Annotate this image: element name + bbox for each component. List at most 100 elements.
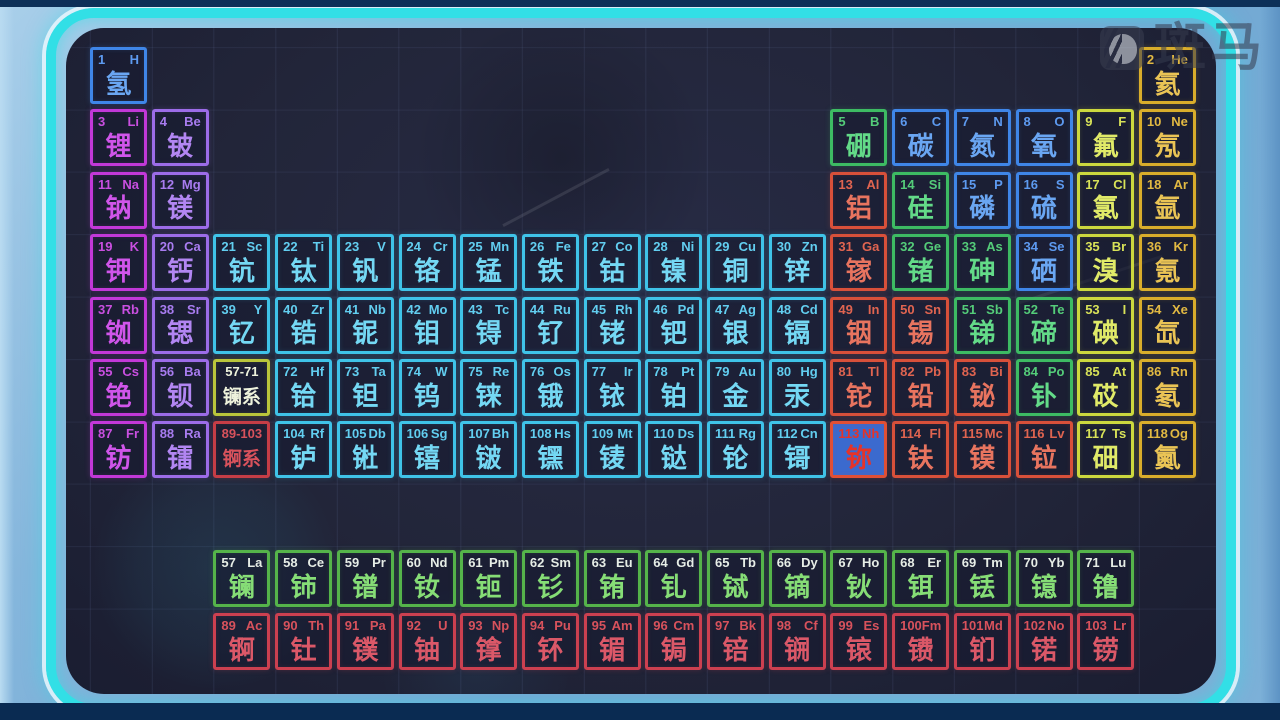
element-cell-He[interactable]: 2 He 氦 (1138, 47, 1196, 104)
element-cell-Rf[interactable]: 104 Rf 𬬻 (275, 421, 333, 479)
element-cell-W[interactable]: 74 W 钨 (398, 359, 456, 416)
element-cell-Re[interactable]: 75 Re 铼 (460, 359, 518, 416)
element-cell-Ra[interactable]: 88 Ra 镭 (151, 421, 209, 479)
element-cell-V[interactable]: 23 V 钒 (336, 234, 394, 292)
element-cell-Cm[interactable]: 96 Cm 锔 (645, 613, 703, 670)
element-cell-Sm[interactable]: 62 Sm 钐 (521, 550, 579, 607)
element-cell-Rn[interactable]: 86 Rn 氡 (1138, 359, 1196, 416)
element-cell-S[interactable]: 16 S 硫 (1015, 171, 1073, 229)
element-cell-Ce[interactable]: 58 Ce 铈 (275, 550, 333, 607)
element-cell-Ba[interactable]: 56 Ba 钡 (151, 359, 209, 416)
element-cell-Rg[interactable]: 111 Rg 𬬭 (707, 421, 764, 479)
element-cell-Se[interactable]: 34 Se 硒 (1015, 234, 1073, 292)
element-cell-Ts[interactable]: 117 Ts 鿬 (1077, 421, 1135, 479)
element-cell-Br[interactable]: 35 Br 溴 (1077, 234, 1135, 292)
element-cell-Sg[interactable]: 106 Sg 𬭳 (398, 421, 456, 479)
element-cell-Pd[interactable]: 46 Pd 钯 (645, 296, 703, 354)
element-cell-I[interactable]: 53 I 碘 (1077, 296, 1135, 354)
element-cell-Zr[interactable]: 40 Zr 锆 (275, 296, 333, 354)
element-cell-Cl[interactable]: 17 Cl 氯 (1077, 171, 1135, 229)
element-cell-Nb[interactable]: 41 Nb 铌 (336, 296, 394, 354)
element-cell-Bi[interactable]: 83 Bi 铋 (953, 359, 1011, 416)
element-cell-Ru[interactable]: 44 Ru 钌 (521, 296, 579, 354)
element-cell-Ar[interactable]: 18 Ar 氩 (1138, 171, 1196, 229)
element-cell-Th[interactable]: 90 Th 钍 (275, 613, 333, 670)
element-cell-Li[interactable]: 3 Li 锂 (90, 109, 147, 167)
element-cell-Y[interactable]: 39 Y 钇 (213, 296, 271, 354)
element-cell-Sr[interactable]: 38 Sr 锶 (151, 296, 209, 354)
element-cell-Ta[interactable]: 73 Ta 钽 (336, 359, 394, 416)
element-cell-Yb[interactable]: 70 Yb 镱 (1015, 550, 1073, 607)
element-cell-Ag[interactable]: 47 Ag 银 (707, 296, 764, 354)
element-cell-Ga[interactable]: 31 Ga 镓 (830, 234, 888, 292)
element-cell-Dy[interactable]: 66 Dy 镝 (768, 550, 826, 607)
element-cell-Pb[interactable]: 82 Pb 铅 (892, 359, 950, 416)
element-cell-Rb[interactable]: 37 Rb 铷 (90, 296, 147, 354)
element-cell-Pt[interactable]: 78 Pt 铂 (645, 359, 703, 416)
element-cell-Cf[interactable]: 98 Cf 锎 (768, 613, 826, 670)
element-cell-U[interactable]: 92 U 铀 (398, 613, 456, 670)
element-cell-Zn[interactable]: 30 Zn 锌 (768, 234, 826, 292)
element-cell-Na[interactable]: 11 Na 钠 (90, 171, 147, 229)
element-cell-Hf[interactable]: 72 Hf 铪 (275, 359, 333, 416)
element-cell-Er[interactable]: 68 Er 铒 (892, 550, 950, 607)
element-cell-Nd[interactable]: 60 Nd 钕 (398, 550, 456, 607)
element-cell-Cr[interactable]: 24 Cr 铬 (398, 234, 456, 292)
element-cell-As[interactable]: 33 As 砷 (953, 234, 1011, 292)
element-cell-Lv[interactable]: 116 Lv 𫟷 (1015, 421, 1073, 479)
element-cell-Mo[interactable]: 42 Mo 钼 (398, 296, 456, 354)
element-cell-Fl[interactable]: 114 Fl 𫓧 (892, 421, 950, 479)
element-cell-Lu[interactable]: 71 Lu 镥 (1077, 550, 1135, 607)
element-cell-Mc[interactable]: 115 Mc 镆 (953, 421, 1011, 479)
element-cell-Nh[interactable]: 113 Nh 鿭 (830, 421, 888, 479)
element-cell-Au[interactable]: 79 Au 金 (707, 359, 764, 416)
element-cell-Cn[interactable]: 112 Cn 鿔 (768, 421, 826, 479)
element-cell-Pa[interactable]: 91 Pa 镤 (336, 613, 394, 670)
element-cell-No[interactable]: 102 No 锘 (1015, 613, 1073, 670)
element-cell-Tc[interactable]: 43 Tc 锝 (460, 296, 518, 354)
element-cell-Hg[interactable]: 80 Hg 汞 (768, 359, 826, 416)
element-cell-Am[interactable]: 95 Am 镅 (583, 613, 641, 670)
element-cell-Pu[interactable]: 94 Pu 钚 (521, 613, 579, 670)
element-cell-Hs[interactable]: 108 Hs 𬭶 (521, 421, 579, 479)
element-cell-Ge[interactable]: 32 Ge 锗 (892, 234, 950, 292)
element-cell-Ne[interactable]: 10 Ne 氖 (1138, 109, 1196, 167)
element-cell-Bh[interactable]: 107 Bh 𬭛 (460, 421, 518, 479)
element-cell-Ho[interactable]: 67 Ho 钬 (830, 550, 888, 607)
element-cell-Tb[interactable]: 65 Tb 铽 (707, 550, 764, 607)
element-cell-K[interactable]: 19 K 钾 (90, 234, 147, 292)
element-cell-Tl[interactable]: 81 Tl 铊 (830, 359, 888, 416)
element-cell-Gd[interactable]: 64 Gd 钆 (645, 550, 703, 607)
element-cell-Md[interactable]: 101 Md 钔 (953, 613, 1011, 670)
element-cell-Mg[interactable]: 12 Mg 镁 (151, 171, 209, 229)
element-cell-Mt[interactable]: 109 Mt 鿏 (583, 421, 641, 479)
element-cell-Ti[interactable]: 22 Ti 钛 (275, 234, 333, 292)
element-cell-Al[interactable]: 13 Al 铝 (830, 171, 888, 229)
element-cell-Np[interactable]: 93 Np 镎 (460, 613, 518, 670)
element-cell-P[interactable]: 15 P 磷 (953, 171, 1011, 229)
element-cell-Fm[interactable]: 100 Fm 镄 (892, 613, 950, 670)
element-cell-Sb[interactable]: 51 Sb 锑 (953, 296, 1011, 354)
element-cell-Cu[interactable]: 29 Cu 铜 (707, 234, 764, 292)
element-cell-Pr[interactable]: 59 Pr 镨 (336, 550, 394, 607)
element-cell-Sc[interactable]: 21 Sc 钪 (213, 234, 271, 292)
element-cell-Fe[interactable]: 26 Fe 铁 (521, 234, 579, 292)
element-cell-Ir[interactable]: 77 Ir 铱 (583, 359, 641, 416)
element-cell-Rh[interactable]: 45 Rh 铑 (583, 296, 641, 354)
element-cell-Co[interactable]: 27 Co 钴 (583, 234, 641, 292)
element-cell-Po[interactable]: 84 Po 钋 (1015, 359, 1073, 416)
element-cell-Te[interactable]: 52 Te 碲 (1015, 296, 1073, 354)
element-cell-La[interactable]: 57 La 镧 (213, 550, 271, 607)
element-cell-Ca[interactable]: 20 Ca 钙 (151, 234, 209, 292)
element-cell-Os[interactable]: 76 Os 锇 (521, 359, 579, 416)
element-cell-Sn[interactable]: 50 Sn 锡 (892, 296, 950, 354)
element-cell-Bk[interactable]: 97 Bk 锫 (707, 613, 764, 670)
element-cell-Lr[interactable]: 103 Lr 铹 (1077, 613, 1135, 670)
element-cell-Es[interactable]: 99 Es 锿 (830, 613, 888, 670)
element-cell-In[interactable]: 49 In 铟 (830, 296, 888, 354)
element-cell-Eu[interactable]: 63 Eu 铕 (583, 550, 641, 607)
